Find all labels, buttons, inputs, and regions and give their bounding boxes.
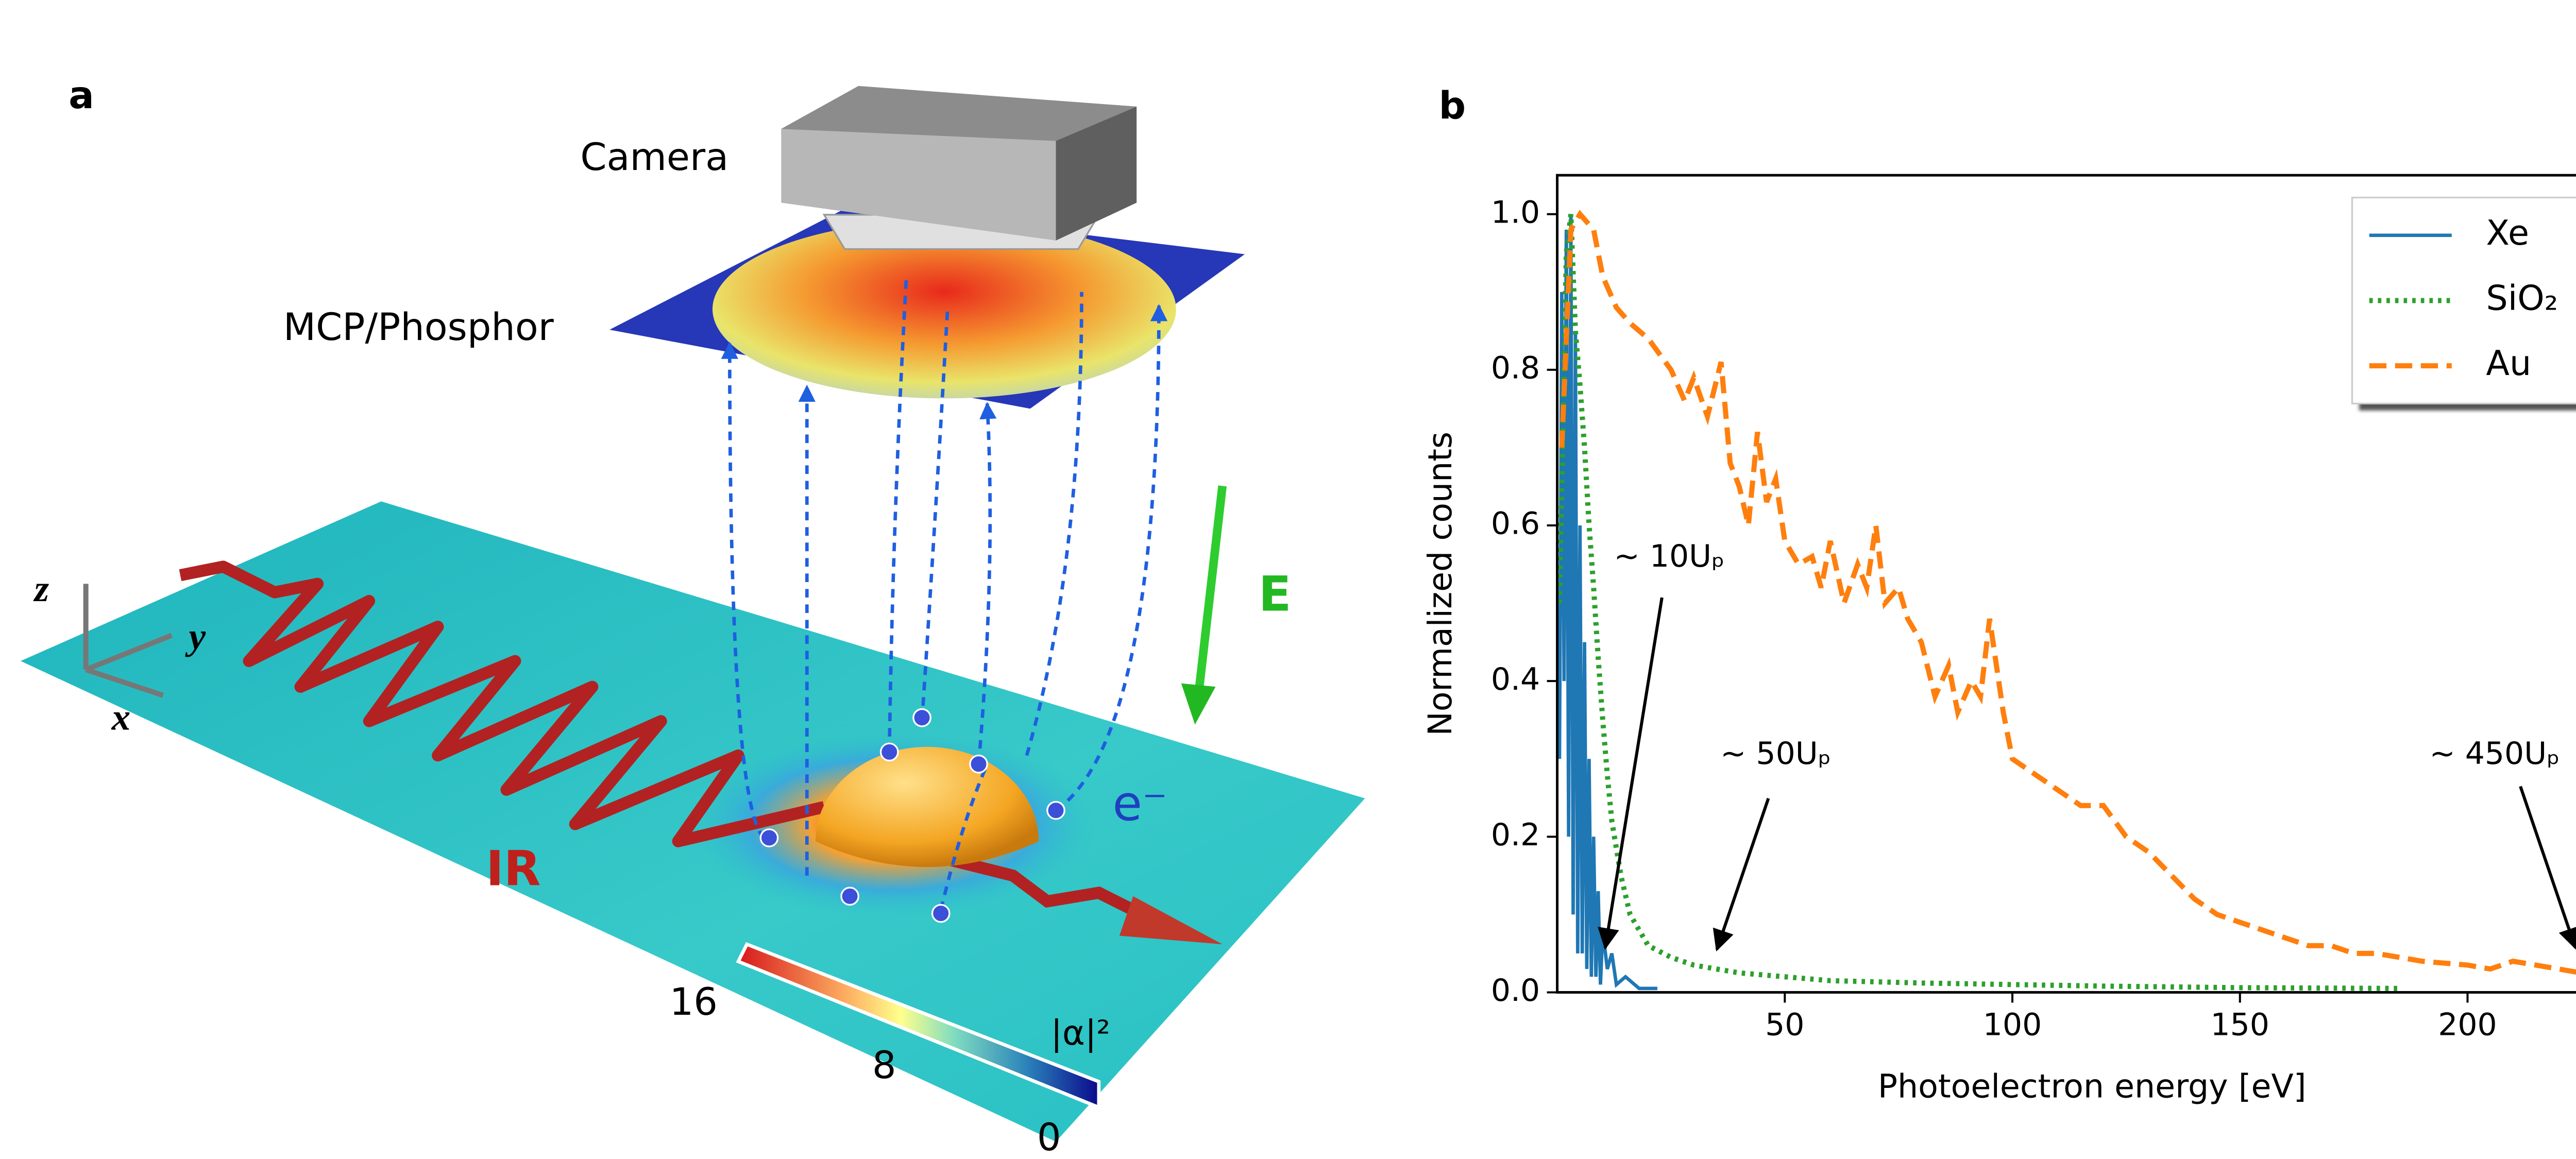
y-tick-label: 0.4 — [1491, 661, 1540, 697]
legend-label: Xe — [2486, 213, 2529, 253]
panel-label: a — [69, 74, 94, 117]
colorbar-tick: 8 — [872, 1044, 896, 1087]
annotation: ∼ 50Uₚ — [1720, 736, 1831, 772]
annotation: ∼ 450Uₚ — [2429, 736, 2560, 772]
legend-label: Au — [2486, 343, 2531, 383]
colorbar-label: |α|² — [1050, 1013, 1110, 1053]
camera-top — [781, 86, 1137, 141]
series-line — [1557, 214, 1657, 991]
y-tick-label: 0.2 — [1491, 817, 1540, 853]
field-arrow — [1194, 485, 1227, 696]
diagram: a b Camera MCP/Phosphor IR E e⁻ |α|² 16 … — [20, 74, 1466, 1159]
axis-x: x — [111, 696, 131, 738]
x-axis-label: Photoelectron energy [eV] — [1878, 1067, 2307, 1105]
x-tick-label: 150 — [2211, 1007, 2269, 1043]
ir-label: IR — [486, 841, 541, 897]
y-tick-label: 0.0 — [1491, 973, 1540, 1009]
x-tick-label: 200 — [2438, 1007, 2497, 1043]
axes-triad — [83, 584, 173, 698]
annotation-arrow — [1598, 597, 1664, 950]
x-tick-label: 50 — [1765, 1007, 1804, 1043]
colorbar-tick: 16 — [670, 980, 718, 1024]
ir-pulse-out — [943, 853, 1153, 924]
ir-pulse — [179, 560, 826, 847]
ir-arrowhead — [1119, 896, 1223, 945]
camera-side — [1056, 106, 1137, 241]
axis-z: z — [33, 568, 49, 609]
mcp-image — [712, 219, 1176, 399]
plot-frame — [1556, 174, 2576, 994]
electron-label: e⁻ — [1112, 776, 1167, 832]
legend-label: SiO₂ — [2486, 278, 2558, 318]
chart: 50 100 150 200 0.0 0.2 0.4 0.6 0.8 1.0 Photoelectr… — [1421, 174, 2576, 1105]
trajectories — [721, 275, 1168, 911]
panel-label: b — [1439, 84, 1466, 128]
y-tick-label: 0.6 — [1491, 506, 1540, 542]
colorbar-tick: 0 — [1037, 1116, 1061, 1159]
mcp-label: MCP/Phosphor — [283, 305, 554, 349]
camera-label: Camera — [580, 135, 728, 179]
annotation: ∼ 10Uₚ — [1614, 538, 1725, 574]
field-arrowhead — [1181, 683, 1216, 725]
field-label: E — [1259, 566, 1292, 622]
y-tick-label: 0.8 — [1491, 350, 1540, 386]
series-line — [1559, 210, 2576, 975]
series-line — [1557, 214, 2399, 991]
electrons — [759, 708, 1065, 923]
y-axis-label: Normalized counts — [1421, 432, 1459, 736]
annotation-arrow — [1713, 797, 1770, 952]
colorbar — [736, 942, 1101, 1110]
legend — [2351, 196, 2576, 405]
x-tick-label: 100 — [1983, 1007, 2042, 1043]
y-tick-label: 1.0 — [1491, 194, 1540, 230]
annotation-arrow — [2519, 786, 2576, 950]
